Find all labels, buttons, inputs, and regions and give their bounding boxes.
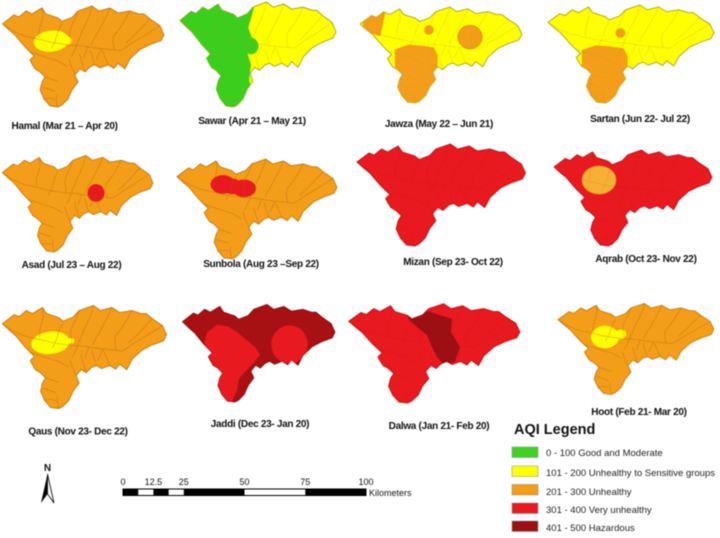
svg-text:0: 0: [120, 477, 125, 487]
svg-text:Sawar (Apr 21 – May 21): Sawar (Apr 21 – May 21): [198, 116, 306, 127]
svg-text:301 - 400 Very unhealthy: 301 - 400 Very unhealthy: [546, 505, 652, 516]
svg-text:401 - 500 Hazardous: 401 - 500 Hazardous: [546, 523, 635, 534]
svg-text:AQI Legend: AQI Legend: [514, 422, 595, 438]
svg-text:Aqrab (Oct 23- Nov 22): Aqrab (Oct 23- Nov 22): [595, 254, 696, 265]
svg-text:N: N: [44, 463, 51, 474]
svg-text:Jawza (May 22 – Jun 21): Jawza (May 22 – Jun 21): [385, 119, 493, 130]
svg-text:Jaddi (Dec 23- Jan 20): Jaddi (Dec 23- Jan 20): [211, 419, 309, 430]
svg-text:Hoot (Feb 21- Mar 20): Hoot (Feb 21- Mar 20): [591, 407, 686, 418]
svg-text:100: 100: [358, 477, 373, 487]
svg-text:Sartan (Jun 22- Jul 22): Sartan (Jun 22- Jul 22): [590, 114, 690, 125]
svg-text:201 - 300 Unhealthy: 201 - 300 Unhealthy: [546, 487, 632, 498]
svg-text:Sunbola (Aug 23 –Sep 22): Sunbola (Aug 23 –Sep 22): [203, 259, 319, 270]
svg-text:Hamal (Mar 21 – Apr 20): Hamal (Mar 21 – Apr 20): [12, 121, 118, 132]
svg-text:Asad (Jul 23 – Aug 22): Asad (Jul 23 – Aug 22): [22, 260, 122, 271]
svg-text:50: 50: [239, 477, 249, 487]
svg-text:25: 25: [179, 477, 189, 487]
svg-text:0 - 100 Good and Moderate: 0 - 100 Good and Moderate: [546, 448, 663, 459]
svg-text:Mizan (Sep 23- Oct 22): Mizan (Sep 23- Oct 22): [403, 257, 503, 268]
svg-text:12.5: 12.5: [145, 477, 163, 487]
svg-text:75: 75: [300, 477, 310, 487]
svg-text:Kilometers: Kilometers: [369, 488, 412, 498]
svg-text:Dalwa (Jan 21- Feb 20): Dalwa (Jan 21- Feb 20): [389, 421, 490, 432]
svg-text:Qaus (Nov 23- Dec 22): Qaus (Nov 23- Dec 22): [28, 427, 127, 438]
svg-text:101 - 200 Unhealthy to Sensiti: 101 - 200 Unhealthy to Sensitive groups: [546, 468, 715, 479]
